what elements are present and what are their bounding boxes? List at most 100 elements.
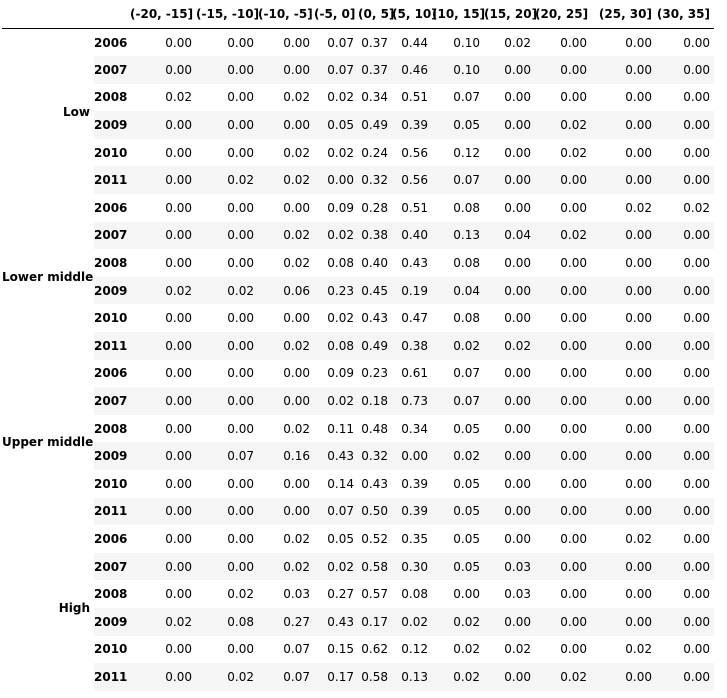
table-cell: 0.00	[504, 90, 531, 105]
year-label: 2009	[94, 111, 130, 139]
table-header: (-20, -15] (-15, -10] (-10, -5] (-5, 0] (0, …	[2, 0, 727, 29]
table-cell: 0.00	[560, 642, 587, 657]
table-cell: 0.00	[227, 366, 254, 381]
column-header: (20, 25]	[535, 0, 591, 29]
table-cell: 0.30	[392, 552, 432, 581]
table-cell: 0.00	[656, 387, 714, 415]
year-label: 2011	[94, 332, 130, 360]
table-cell: 0.00	[591, 552, 656, 581]
table-row: 2008 0.00 0.02 0.03 0.27 0.57 0.08 0.00 0.03 0.00…	[2, 580, 727, 608]
table-cell: 0.05	[432, 552, 484, 581]
table-cell: 0.02	[165, 90, 192, 105]
table-cell: 0.34	[361, 90, 388, 105]
table-cell: 0.00	[283, 35, 310, 50]
table-cell: 0.40	[361, 256, 388, 271]
year-label: 2008	[94, 587, 128, 602]
table-cell: 0.00	[591, 442, 656, 470]
table-cell: 0.00	[625, 256, 652, 271]
table-row: High 2006 0.00 0.00 0.02 0.05 0.52 0.35 0.05 0.00…	[2, 525, 727, 691]
group-label: High	[2, 525, 94, 691]
table-cell: 0.38	[358, 221, 392, 250]
header-row: (-20, -15] (-15, -10] (-10, -5] (-5, 0] (0, …	[2, 0, 727, 29]
table-cell: 0.12	[401, 642, 428, 657]
table-cell: 0.02	[535, 663, 591, 691]
table-cell: 0.00	[656, 166, 714, 195]
table-cell: 0.00	[591, 663, 656, 691]
table-cell: 0.00	[504, 476, 531, 491]
table-cell: 0.00	[656, 552, 714, 581]
table-cell: 0.02	[432, 442, 484, 470]
table-cell: 0.00	[683, 256, 710, 271]
table-cell: 0.00	[196, 332, 258, 360]
table-cell: 0.07	[314, 497, 358, 526]
table-cell: 0.32	[358, 442, 392, 470]
table-cell: 0.35	[401, 531, 428, 546]
table-cell: 0.02	[535, 111, 591, 139]
table-row: 2009 0.00 0.00 0.00 0.05 0.49 0.39 0.05 0.00 0.02…	[2, 111, 727, 139]
table-cell: 0.58	[358, 663, 392, 691]
year-label: 2006	[94, 35, 128, 50]
table-cell: 0.00	[196, 497, 258, 526]
table-cell: 0.39	[401, 476, 428, 491]
table-cell: 0.02	[432, 663, 484, 691]
table-cell: 0.08	[453, 256, 480, 271]
table-cell: 0.00	[258, 111, 314, 139]
table-cell: 0.00	[130, 166, 196, 195]
table-cell: 0.00	[560, 311, 587, 326]
table-cell: 0.00	[683, 366, 710, 381]
table-cell: 0.02	[683, 200, 710, 215]
table-cell: 0.43	[361, 311, 388, 326]
table-cell: 0.02	[258, 221, 314, 250]
table-cell: 0.00	[504, 145, 531, 160]
table-cell: 0.00	[130, 332, 196, 360]
column-header: (-20, -15]	[130, 0, 196, 29]
table-cell: 0.00	[683, 476, 710, 491]
table-row: Lower middle 2006 0.00 0.00 0.00 0.09 0.28 0.51…	[2, 194, 727, 360]
table-cell: 0.15	[327, 642, 354, 657]
year-label: 2010	[94, 642, 128, 657]
table-cell: 0.00	[165, 145, 192, 160]
table-cell: 0.48	[361, 421, 388, 436]
table-cell: 0.56	[392, 166, 432, 195]
table-cell: 0.00	[165, 366, 192, 381]
table-cell: 0.02	[327, 145, 354, 160]
table-cell: 0.00	[535, 442, 591, 470]
table-cell: 0.00	[504, 311, 531, 326]
table-cell: 0.00	[227, 256, 254, 271]
table-cell: 0.27	[327, 587, 354, 602]
column-header: (10, 15]	[432, 0, 485, 29]
table-cell: 0.08	[196, 607, 258, 636]
table-cell: 0.10	[453, 35, 480, 50]
table-cell: 0.05	[327, 531, 354, 546]
table-cell: 0.11	[327, 421, 354, 436]
column-header: (15, 20]	[484, 0, 537, 29]
table-row: 2010 0.00 0.00 0.07 0.15 0.62 0.12 0.02 0.02 0.00…	[2, 636, 727, 664]
table-cell: 0.37	[358, 56, 392, 84]
table-cell: 0.00	[314, 166, 358, 195]
table-body: Low 2006 0.00 0.00 0.00 0.07 0.37 0.44 0.10 0.02 0…	[2, 28, 727, 691]
table-row: 2010 0.00 0.00 0.00 0.02 0.43 0.47 0.08 0.00 0.00…	[2, 304, 727, 332]
table-cell: 0.00	[484, 387, 535, 415]
table-cell: 0.50	[358, 497, 392, 526]
table-cell: 0.02	[314, 221, 358, 250]
table-cell: 0.02	[283, 145, 310, 160]
table-cell: 0.27	[258, 607, 314, 636]
table-cell: 0.00	[484, 663, 535, 691]
table-cell: 0.39	[392, 111, 432, 139]
table-cell: 0.00	[130, 497, 196, 526]
table-cell: 0.07	[258, 663, 314, 691]
table-cell: 0.02	[453, 642, 480, 657]
table-cell: 0.00	[683, 311, 710, 326]
year-label: 2008	[94, 90, 128, 105]
table-cell: 0.24	[361, 145, 388, 160]
table-cell: 0.37	[361, 35, 388, 50]
table-cell: 0.02	[432, 332, 484, 360]
table-cell: 0.00	[591, 387, 656, 415]
table-row: Low 2006 0.00 0.00 0.00 0.07 0.37 0.44 0.10 0.02 0…	[2, 28, 727, 195]
table-cell: 0.00	[484, 607, 535, 636]
table-cell: 0.07	[432, 387, 484, 415]
table-cell: 0.49	[358, 332, 392, 360]
table-cell: 0.13	[432, 221, 484, 250]
table-row: Upper middle 2006 0.00 0.00 0.00 0.09 0.23 0.61…	[2, 359, 727, 526]
table-row: 2010 0.00 0.00 0.00 0.14 0.43 0.39 0.05 0.00 0.00…	[2, 470, 727, 498]
